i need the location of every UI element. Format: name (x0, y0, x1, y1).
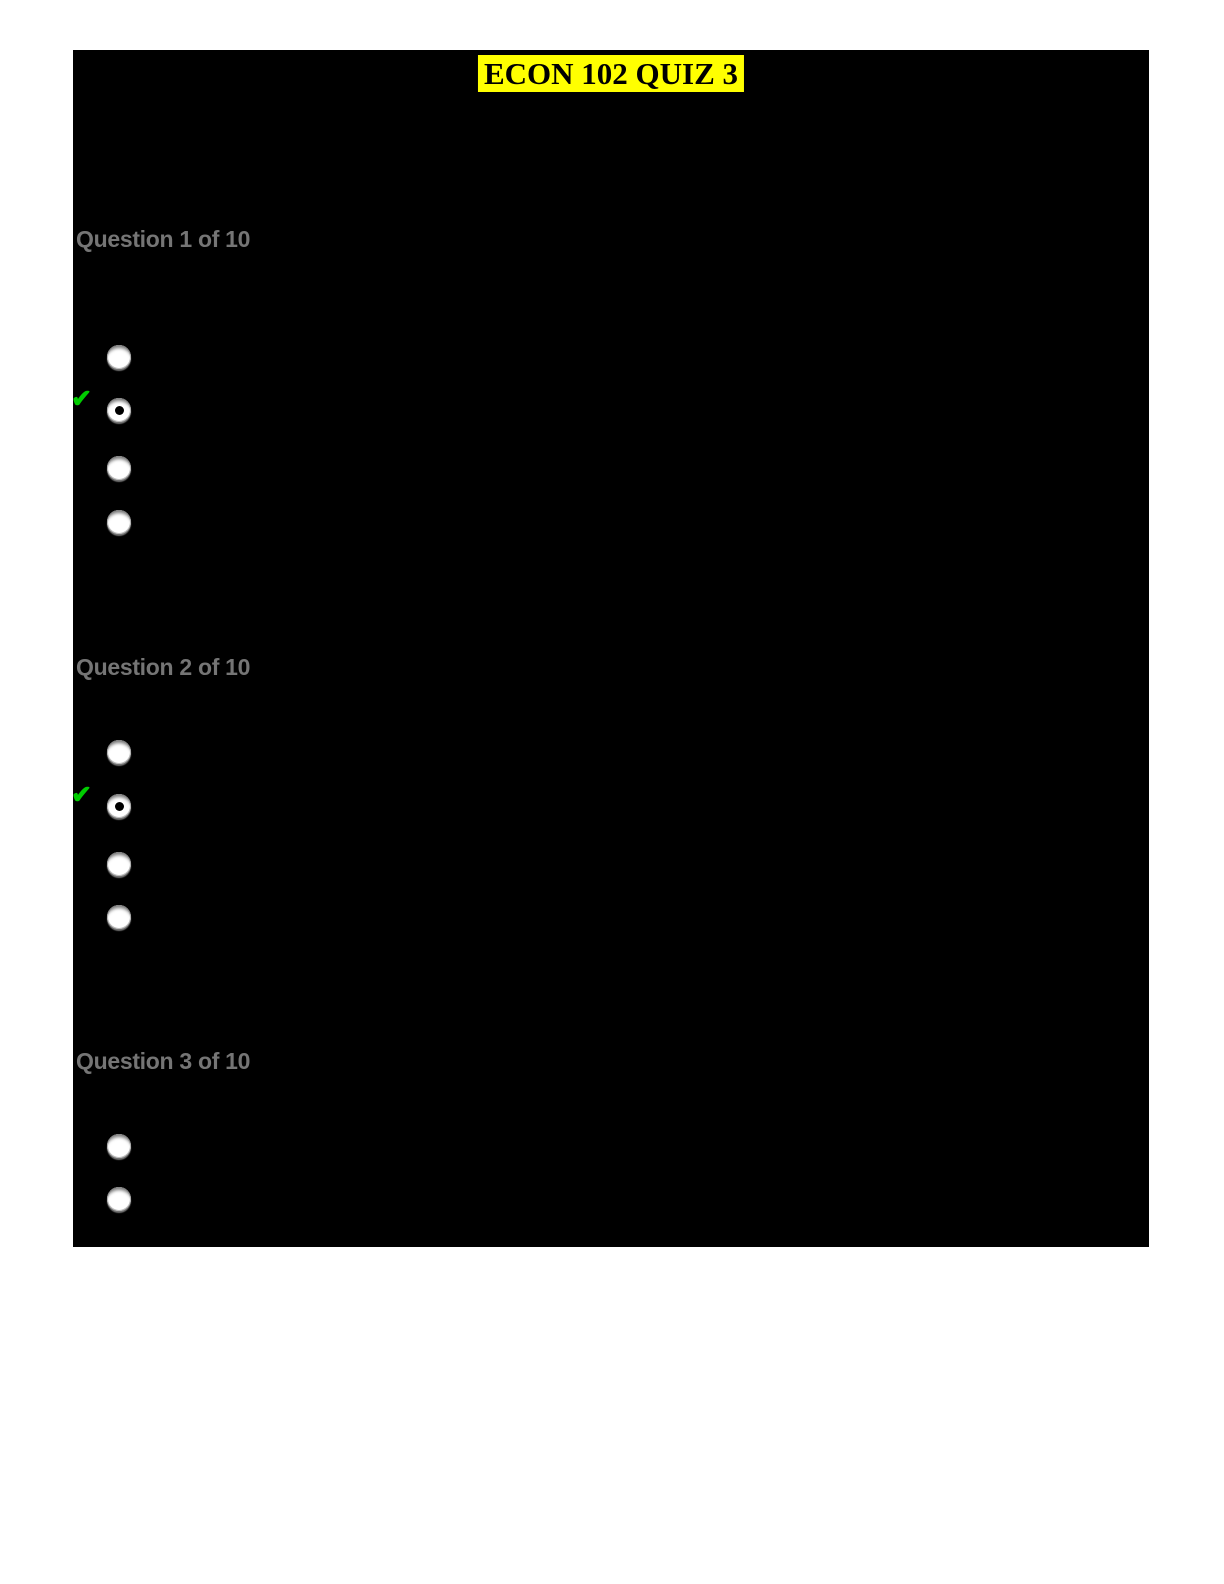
question-1-option-3-radio[interactable] (107, 456, 131, 480)
question-1-option-2-radio-selected[interactable] (107, 398, 131, 422)
question-2-option-2-radio-selected[interactable] (107, 794, 131, 818)
question-2-option-1-radio[interactable] (107, 740, 131, 764)
question-2-option-3-radio[interactable] (107, 852, 131, 876)
radio-selected-dot (114, 801, 124, 811)
question-3-option-2-radio[interactable] (107, 1187, 131, 1211)
question-3-option-1-radio[interactable] (107, 1134, 131, 1158)
correct-checkmark-icon: ✔ (71, 385, 92, 413)
quiz-content-area: ECON 102 QUIZ 3 Question 1 of 10 ✔ Quest… (71, 50, 1149, 1247)
question-1-header: Question 1 of 10 (76, 226, 251, 252)
question-2-option-4-radio[interactable] (107, 905, 131, 929)
radio-selected-dot (114, 405, 124, 415)
quiz-title: ECON 102 QUIZ 3 (477, 55, 745, 92)
question-1-option-4-radio[interactable] (107, 510, 131, 534)
correct-checkmark-icon: ✔ (71, 781, 92, 809)
question-2-header: Question 2 of 10 (76, 654, 251, 680)
question-1-option-1-radio[interactable] (107, 345, 131, 369)
question-3-header: Question 3 of 10 (76, 1048, 251, 1074)
